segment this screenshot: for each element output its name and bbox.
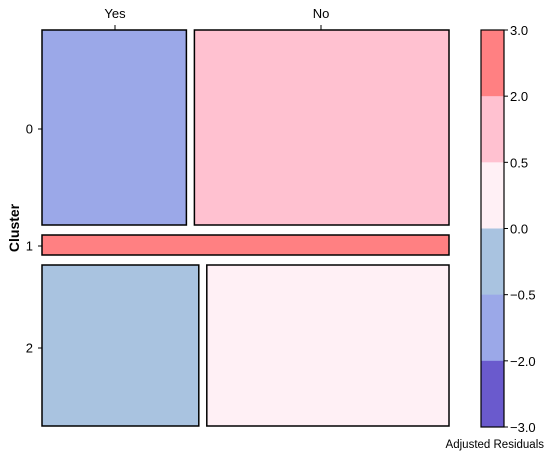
row-label-2: 2 [26, 341, 33, 356]
legend-tick-label: −3.0 [510, 420, 536, 435]
legend-bin [481, 228, 504, 296]
legend-tick-label: 3.0 [510, 23, 528, 38]
mosaic-cell-row-0-no [193, 29, 450, 226]
y-axis-title: Cluster [6, 203, 22, 252]
mosaic-cell-row-0-yes [41, 29, 188, 226]
mosaic-cells [41, 29, 450, 427]
legend-title: Adjusted Residuals [446, 439, 545, 451]
legend-tick-label: 2.0 [510, 89, 528, 104]
row-label-1: 1 [26, 239, 33, 254]
mosaic-cell-row-2-no [206, 264, 450, 427]
column-axis: Yes No [104, 6, 329, 30]
legend-bin [481, 30, 504, 97]
column-label-yes: Yes [104, 6, 126, 21]
legend-tick-label: 0.5 [510, 155, 528, 170]
legend-bin [481, 162, 504, 229]
legend-bin [481, 96, 504, 163]
column-label-no: No [313, 6, 330, 21]
mosaic-cell-row-2-yes [41, 264, 200, 427]
legend-tick-label: −2.0 [510, 354, 536, 369]
row-label-0: 0 [26, 122, 33, 137]
mosaic-cell-row-1-no [41, 234, 450, 256]
legend-tick-label: 0.0 [510, 222, 528, 237]
legend-bin [481, 360, 504, 428]
color-legend: 3.0 2.0 0.5 0.0 −0.5 −2.0 −3.0 [480, 23, 536, 435]
legend-bin [481, 294, 504, 362]
row-axis: 0 1 2 [26, 122, 42, 356]
legend-tick-label: −0.5 [510, 288, 536, 303]
